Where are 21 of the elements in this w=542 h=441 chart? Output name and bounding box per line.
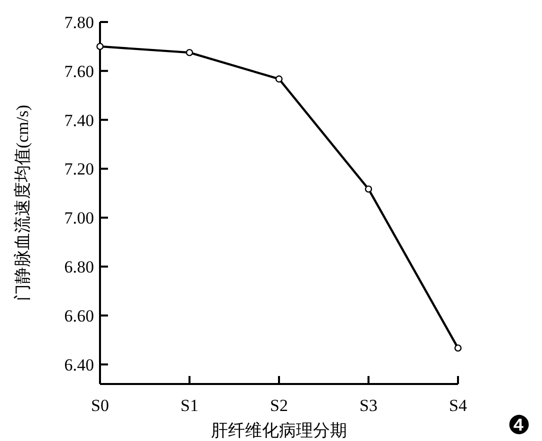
y-tick-label: 6.40 <box>64 355 94 374</box>
x-tick-label: S4 <box>449 396 468 415</box>
x-tick-label: S1 <box>180 396 198 415</box>
text: ❹ <box>507 411 531 441</box>
y-tick-label: 7.00 <box>64 208 94 228</box>
point <box>454 344 462 352</box>
point <box>275 75 283 83</box>
y-tick-label: 6.60 <box>64 306 94 326</box>
point <box>96 42 104 50</box>
point <box>364 185 372 193</box>
y-tick-label: 6.80 <box>64 258 94 277</box>
y-tick-label: 7.40 <box>64 110 94 130</box>
y-tick-label: 7.20 <box>64 160 94 179</box>
point <box>186 48 194 56</box>
x-axis-title: 肝纤维化病理分期 <box>211 421 347 440</box>
x-tick-label: S2 <box>270 396 288 415</box>
y-tick-label: 7.60 <box>64 62 94 81</box>
y-axis-title: 门静脉血流速度均值(cm/s) <box>13 104 32 302</box>
x-tick-label: S3 <box>360 396 378 415</box>
x-tick-label: S0 <box>91 396 109 415</box>
y-tick-label: 7.80 <box>64 12 94 32</box>
